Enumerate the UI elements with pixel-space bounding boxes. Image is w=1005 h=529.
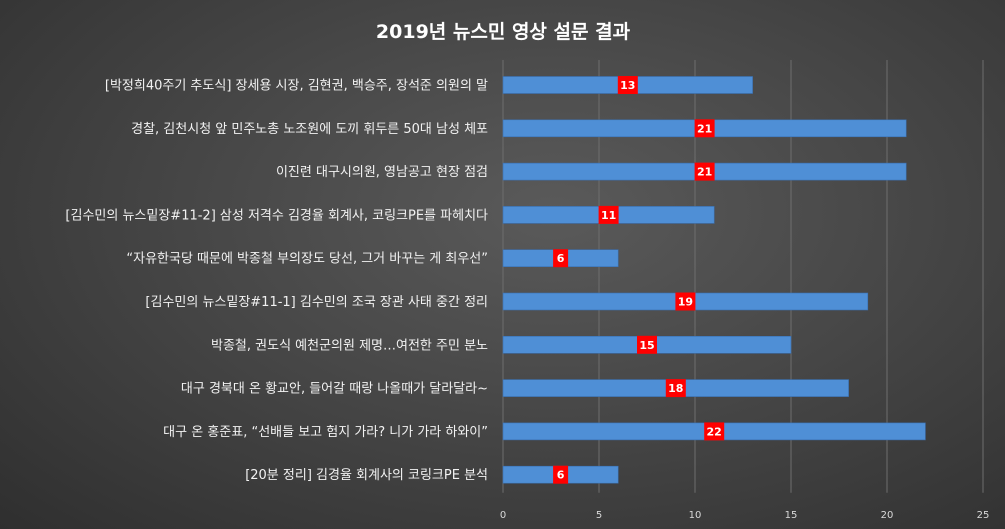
x-tick-label: 20 bbox=[881, 510, 894, 521]
data-label-box bbox=[665, 379, 686, 398]
chart-title: 2019년 뉴스민 영상 설문 결과 bbox=[376, 21, 631, 43]
x-tick-label: 25 bbox=[977, 510, 990, 521]
category-label: [김수민의 뉴스밑장#11-1] 김수민의 조국 장관 사태 중간 정리 bbox=[145, 295, 488, 310]
data-label: 19 bbox=[678, 296, 693, 309]
x-tick-label: 15 bbox=[785, 510, 798, 521]
data-label: 6 bbox=[557, 469, 565, 482]
category-label: 대구 온 홍준표, “선배들 보고 험지 가라? 니가 가라 하와이” bbox=[163, 425, 488, 440]
data-label-box bbox=[553, 249, 569, 268]
category-labels: [박정희40주기 추도식] 장세용 시장, 김현권, 백승주, 장석준 의원의 … bbox=[65, 79, 488, 484]
category-label: 이진련 대구시의원, 영남공고 현장 점검 bbox=[276, 165, 488, 180]
data-label-box bbox=[694, 162, 715, 181]
bars bbox=[502, 76, 926, 484]
category-label: [박정희40주기 추도식] 장세용 시장, 김현권, 백승주, 장석준 의원의 … bbox=[105, 79, 488, 94]
data-label: 6 bbox=[557, 252, 565, 265]
data-label: 21 bbox=[697, 166, 712, 179]
x-tick-label: 10 bbox=[689, 510, 702, 521]
data-label-box bbox=[694, 119, 715, 138]
category-label: 대구 경북대 온 황교안, 들어갈 때랑 나올때가 달라달라~ bbox=[181, 382, 488, 397]
data-label: 15 bbox=[639, 339, 654, 352]
category-label: “자유한국당 때문에 박종철 부의장도 당선, 그거 바꾸는 게 최우선” bbox=[126, 252, 488, 267]
category-label: [20분 정리] 김경율 회계사의 코링크PE 분석 bbox=[245, 468, 488, 483]
data-label: 22 bbox=[707, 425, 722, 438]
data-label-box bbox=[553, 465, 569, 484]
data-label: 18 bbox=[668, 382, 683, 395]
data-label: 21 bbox=[697, 122, 712, 135]
category-label: [김수민의 뉴스밑장#11-2] 삼성 저격수 김경율 회계사, 코링크PE를 … bbox=[65, 208, 488, 223]
category-label: 박종철, 권도식 예천군의원 제명…여전한 주민 분노 bbox=[211, 338, 488, 353]
data-label-box bbox=[704, 422, 725, 441]
data-label-box bbox=[617, 76, 638, 94]
x-tick-label: 5 bbox=[596, 510, 602, 521]
category-label: 경찰, 김천시청 앞 민주노총 노조원에 도끼 휘두른 50대 남성 체포 bbox=[131, 122, 488, 137]
x-tick-label: 0 bbox=[500, 510, 506, 521]
data-labels: 13 21 21 11 6 19 15 18 22 6 bbox=[553, 76, 725, 484]
x-tick-labels: 0 5 10 15 20 25 bbox=[500, 510, 990, 521]
data-label: 13 bbox=[620, 79, 635, 92]
data-label: 11 bbox=[601, 209, 616, 222]
data-label-box bbox=[598, 205, 619, 224]
data-label-box bbox=[675, 292, 696, 311]
data-label-box bbox=[637, 335, 657, 354]
